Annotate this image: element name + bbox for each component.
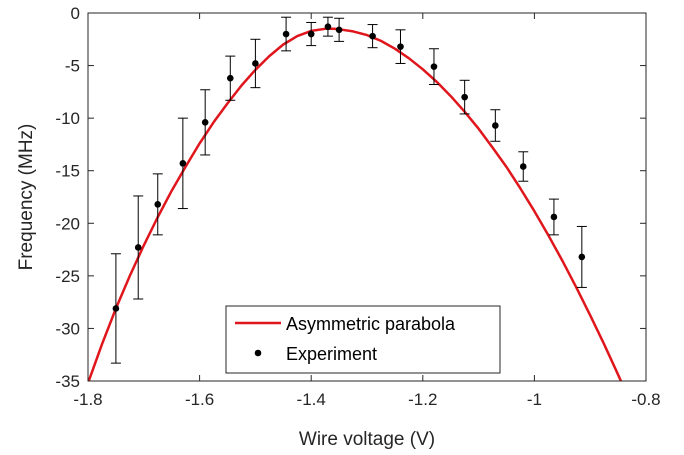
y-tick-label: -30 [55, 319, 80, 338]
data-point [428, 48, 439, 85]
y-tick-label: 0 [71, 4, 80, 23]
point-marker [578, 253, 586, 261]
data-point [367, 24, 378, 49]
x-axis-label: Wire voltage (V) [299, 429, 435, 450]
y-axis-label: Frequency (MHz) [16, 124, 37, 271]
point-marker [335, 26, 343, 34]
data-point [177, 117, 188, 210]
data-point [459, 79, 470, 115]
point-marker [430, 63, 438, 70]
data-point [306, 21, 317, 47]
data-point [576, 225, 587, 288]
y-tick-label: -5 [65, 57, 80, 76]
legend-box [225, 305, 501, 374]
legend-marker-swatch [254, 349, 262, 357]
point-marker [324, 23, 332, 30]
curve-layer [88, 27, 623, 381]
data-point [334, 17, 345, 42]
point-marker [134, 244, 142, 251]
point-marker [492, 122, 499, 129]
points-layer [110, 16, 587, 364]
point-marker [154, 201, 162, 208]
point-marker [201, 119, 209, 126]
y-tick-label: -20 [55, 214, 80, 233]
legend-label-fit: Asymmetric parabola [286, 314, 456, 334]
data-point [152, 173, 163, 236]
x-tick-label: -1.6 [185, 390, 214, 409]
point-marker [461, 93, 468, 101]
data-point [133, 195, 144, 300]
point-marker [282, 30, 290, 38]
point-marker [179, 160, 187, 167]
data-point [518, 151, 529, 182]
data-point [110, 253, 121, 364]
point-marker [397, 43, 404, 50]
fit-curve [88, 27, 623, 381]
point-marker [369, 32, 376, 40]
point-marker [252, 60, 259, 67]
point-marker [519, 163, 527, 170]
x-tick-label: -1.2 [408, 390, 437, 409]
point-marker [550, 213, 558, 221]
data-point [200, 89, 211, 156]
y-tick-label: -15 [55, 162, 80, 181]
ticks-layer: -1.8 -1.6 -1.4 -1.2 -1 -0.8 -35 -30 -25 -20 -15 -10… [55, 4, 660, 409]
data-point [322, 16, 333, 37]
x-tick-label: -1 [527, 390, 542, 409]
plot-frame [87, 12, 647, 382]
y-tick-label: -10 [55, 109, 80, 128]
data-point [548, 198, 559, 236]
legend-label-experiment: Experiment [286, 344, 377, 364]
point-marker [307, 30, 315, 38]
x-tick-label: -1.4 [297, 390, 326, 409]
data-point [281, 16, 292, 52]
point-marker [112, 305, 120, 312]
y-tick-label: -25 [55, 267, 80, 286]
data-point [395, 29, 406, 64]
y-tick-label: -35 [55, 372, 80, 391]
x-tick-label: -1.8 [73, 390, 102, 409]
data-point [250, 38, 261, 89]
data-point [490, 109, 501, 142]
legend: Asymmetric parabola Experiment [225, 305, 501, 374]
point-marker [226, 74, 234, 82]
x-tick-label: -0.8 [631, 390, 660, 409]
data-point [225, 55, 236, 101]
